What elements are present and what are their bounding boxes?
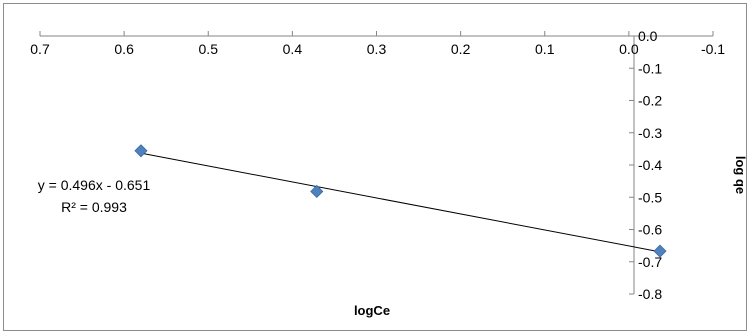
x-tick-label: 0.0 — [619, 41, 639, 57]
data-points — [134, 144, 667, 258]
y-axis-ticks: 0.0 -0.1 -0.2 -0.3 -0.4 -0.5 -0.6 -0.7 -0.8 — [629, 28, 662, 302]
y-tick-label: 0.0 — [638, 28, 658, 44]
data-point — [134, 144, 148, 158]
y-axis-title: log qe — [733, 156, 748, 194]
x-tick-label: -0.1 — [701, 41, 725, 57]
x-axis-title: logCe — [354, 303, 390, 318]
y-tick-label: -0.5 — [638, 189, 662, 205]
scatter-plot: 0.7 0.6 0.5 0.4 0.3 0.2 0.1 0.0 -0.1 0.0 -0.1 -0.2… — [30, 28, 748, 318]
y-tick-label: -0.4 — [638, 157, 662, 173]
trendline — [140, 152, 661, 253]
y-tick-label: -0.7 — [638, 254, 662, 270]
chart-area: 0.7 0.6 0.5 0.4 0.3 0.2 0.1 0.0 -0.1 0.0 -0.1 -0.2… — [3, 3, 748, 331]
data-point — [653, 244, 667, 258]
trendline-r-squared: R² = 0.993 — [61, 199, 127, 215]
x-tick-label: 0.2 — [451, 41, 471, 57]
y-tick-label: -0.8 — [638, 286, 662, 302]
y-tick-label: -0.1 — [638, 60, 662, 76]
trendline-equation: y = 0.496x - 0.651 — [38, 177, 151, 193]
y-tick-label: -0.6 — [638, 222, 662, 238]
x-tick-label: 0.1 — [535, 41, 555, 57]
y-tick-label: -0.2 — [638, 93, 662, 109]
data-point — [310, 184, 324, 199]
x-tick-label: 0.7 — [30, 41, 50, 57]
y-tick-label: -0.3 — [638, 125, 662, 141]
x-tick-label: 0.5 — [199, 41, 219, 57]
x-axis-ticks: 0.7 0.6 0.5 0.4 0.3 0.2 0.1 0.0 -0.1 — [30, 31, 725, 57]
x-tick-label: 0.3 — [367, 41, 387, 57]
x-tick-label: 0.6 — [114, 41, 134, 57]
x-tick-label: 0.4 — [283, 41, 303, 57]
